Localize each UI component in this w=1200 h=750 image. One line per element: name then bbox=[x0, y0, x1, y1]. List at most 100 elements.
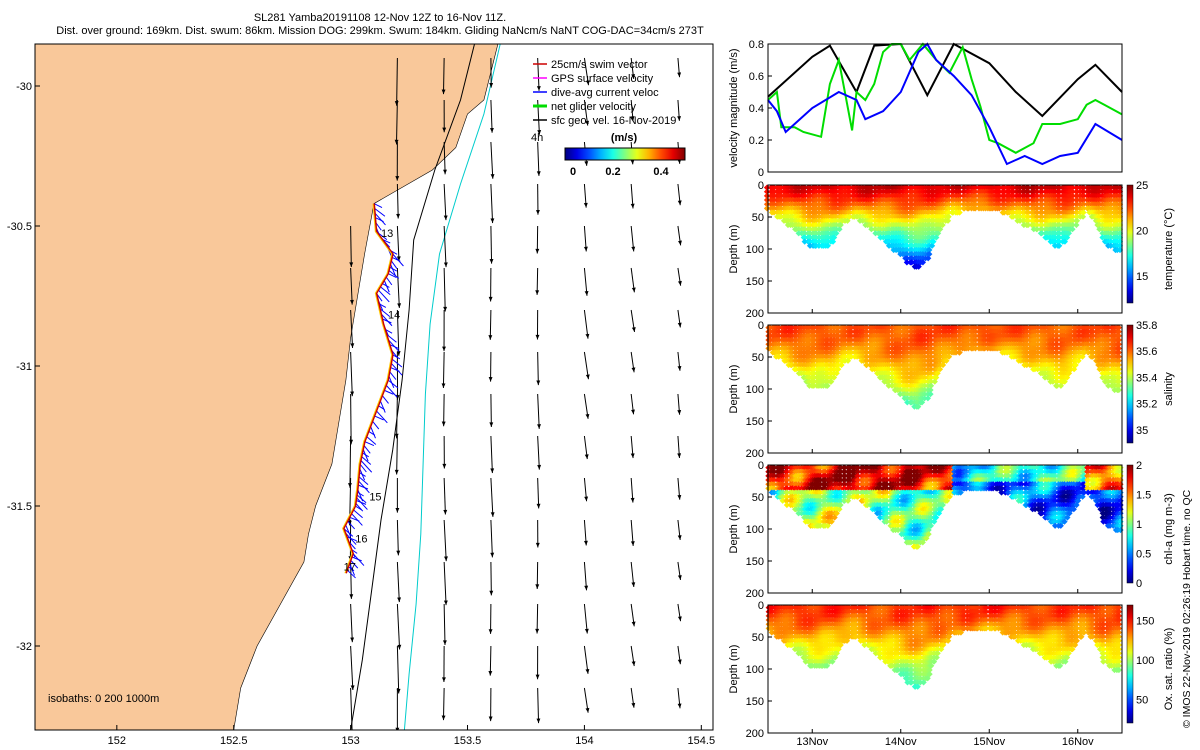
map-xtick-label: 154 bbox=[575, 735, 593, 747]
geo-velocity-arrow bbox=[537, 729, 539, 730]
geo-velocity-arrowhead bbox=[350, 685, 355, 691]
dive-avg-current-vector bbox=[390, 362, 403, 376]
geo-velocity-arrowhead bbox=[677, 409, 682, 415]
geo-velocity-arrowhead bbox=[443, 169, 447, 175]
geo-velocity-arrowhead bbox=[490, 468, 495, 474]
geo-velocity-arrowhead bbox=[397, 597, 402, 603]
geo-velocity-arrowhead bbox=[349, 439, 354, 445]
geo-velocity-arrowhead bbox=[630, 203, 635, 209]
dive-avg-current-vector bbox=[346, 569, 356, 579]
geo-velocity-arrowhead bbox=[488, 671, 493, 676]
geo-velocity-arrowhead bbox=[583, 540, 588, 546]
geo-velocity-arrow bbox=[537, 393, 540, 429]
geo-velocity-arrowhead bbox=[489, 128, 494, 133]
geo-velocity-arrowhead bbox=[677, 116, 682, 121]
geo-velocity-arrow bbox=[490, 729, 492, 730]
geo-velocity-arrowhead bbox=[443, 262, 448, 268]
geo-velocity-arrow bbox=[396, 603, 401, 650]
geo-velocity-arrow bbox=[396, 57, 398, 106]
velocity-ytick-label: 0.2 bbox=[749, 135, 764, 147]
geo-velocity-arrowhead bbox=[396, 213, 401, 219]
geo-velocity-arrowhead bbox=[630, 541, 635, 546]
section-ytick-label: 150 bbox=[746, 416, 764, 428]
section-ytick-label: 50 bbox=[752, 212, 764, 224]
geo-velocity-arrowhead bbox=[536, 171, 541, 176]
geo-velocity-arrowhead bbox=[584, 585, 589, 591]
section-ytick-label: 150 bbox=[746, 276, 764, 288]
map-ytick-label: -31 bbox=[16, 361, 32, 373]
geo-velocity-arrowhead bbox=[536, 380, 541, 386]
geo-velocity-arrowhead bbox=[631, 621, 636, 627]
geo-velocity-arrowhead bbox=[677, 72, 682, 78]
geo-velocity-arrow bbox=[443, 393, 445, 427]
section-ylabel: Depth (m) bbox=[728, 365, 740, 414]
geo-velocity-arrowhead bbox=[584, 496, 589, 502]
legend-entry: 25cm/s swim vector bbox=[551, 59, 648, 71]
dive-avg-current-vector bbox=[390, 260, 398, 269]
geo-velocity-arrowhead bbox=[489, 259, 494, 264]
geo-velocity-arrow bbox=[537, 57, 540, 91]
dive-avg-current-vector bbox=[374, 207, 386, 217]
dive-avg-current-vector bbox=[356, 491, 364, 497]
map-xtick-label: 152.5 bbox=[220, 735, 248, 747]
dive-avg-current-vector bbox=[358, 480, 370, 494]
dive-avg-current-vector bbox=[379, 286, 391, 296]
geo-velocity-arrow bbox=[395, 99, 398, 145]
dive-avg-current-vector bbox=[359, 463, 367, 473]
section-data-points bbox=[765, 324, 1122, 410]
section-ytick-label: 50 bbox=[752, 352, 764, 364]
geo-velocity-arrowhead bbox=[677, 659, 682, 665]
geo-velocity-arrowhead bbox=[535, 334, 540, 340]
section-data-points bbox=[763, 184, 1124, 270]
geo-velocity-arrowhead bbox=[535, 248, 540, 254]
geo-velocity-arrow bbox=[443, 225, 447, 268]
geo-velocity-arrowhead bbox=[394, 139, 399, 145]
geo-velocity-arrowhead bbox=[677, 616, 682, 622]
dive-avg-current-vector bbox=[381, 395, 389, 404]
geo-velocity-arrow bbox=[537, 351, 539, 386]
geo-velocity-arrow bbox=[443, 183, 447, 221]
geo-velocity-arrowhead bbox=[584, 628, 589, 634]
velocity-ytick-label: 0 bbox=[758, 167, 764, 179]
geo-velocity-arrow bbox=[396, 435, 398, 475]
day-label: 17 bbox=[344, 561, 356, 573]
legend-entry: GPS surface velocity bbox=[551, 73, 654, 85]
dive-avg-current-vector bbox=[375, 410, 388, 424]
section-ytick-label: 200 bbox=[746, 448, 764, 460]
land-area bbox=[35, 44, 498, 730]
section-colorbar-tick: 35.2 bbox=[1136, 399, 1157, 411]
geo-velocity-arrowhead bbox=[535, 542, 540, 548]
geo-velocity-arrow bbox=[443, 477, 446, 515]
geo-velocity-arrow bbox=[537, 477, 540, 509]
velocity-series-line bbox=[767, 42, 1123, 118]
geo-velocity-arrow bbox=[677, 729, 679, 730]
geo-velocity-arrowhead bbox=[394, 469, 399, 475]
geo-velocity-arrowhead bbox=[350, 299, 354, 305]
geo-velocity-arrowhead bbox=[442, 640, 447, 645]
geo-velocity-arrowhead bbox=[442, 463, 447, 469]
section-colorbar-tick: 35.8 bbox=[1136, 320, 1157, 332]
dive-avg-current-vector bbox=[355, 499, 367, 505]
geo-velocity-arrowhead bbox=[535, 674, 540, 680]
dive-avg-current-vector bbox=[368, 430, 376, 436]
dive-avg-current-vector bbox=[379, 400, 386, 413]
geo-velocity-arrow bbox=[442, 687, 445, 721]
geo-velocity-arrowhead bbox=[631, 582, 636, 588]
geo-velocity-arrow bbox=[350, 267, 353, 305]
geo-velocity-arrowhead bbox=[350, 637, 355, 643]
geo-velocity-arrowhead bbox=[535, 628, 540, 634]
geo-velocity-arrow bbox=[490, 519, 493, 558]
velocity-ylabel: velocity magnitude (m/s) bbox=[728, 48, 740, 167]
geo-velocity-arrowhead bbox=[443, 509, 448, 515]
dive-avg-current-vector bbox=[358, 471, 366, 477]
geo-velocity-arrow bbox=[489, 309, 492, 340]
geo-velocity-arrow bbox=[490, 225, 493, 264]
geo-velocity-arrowhead bbox=[443, 600, 448, 606]
dive-avg-current-vector bbox=[356, 497, 368, 510]
dive-avg-current-vector bbox=[389, 266, 397, 272]
dive-avg-current-vector bbox=[387, 339, 400, 352]
dive-avg-current-vector bbox=[347, 520, 356, 530]
